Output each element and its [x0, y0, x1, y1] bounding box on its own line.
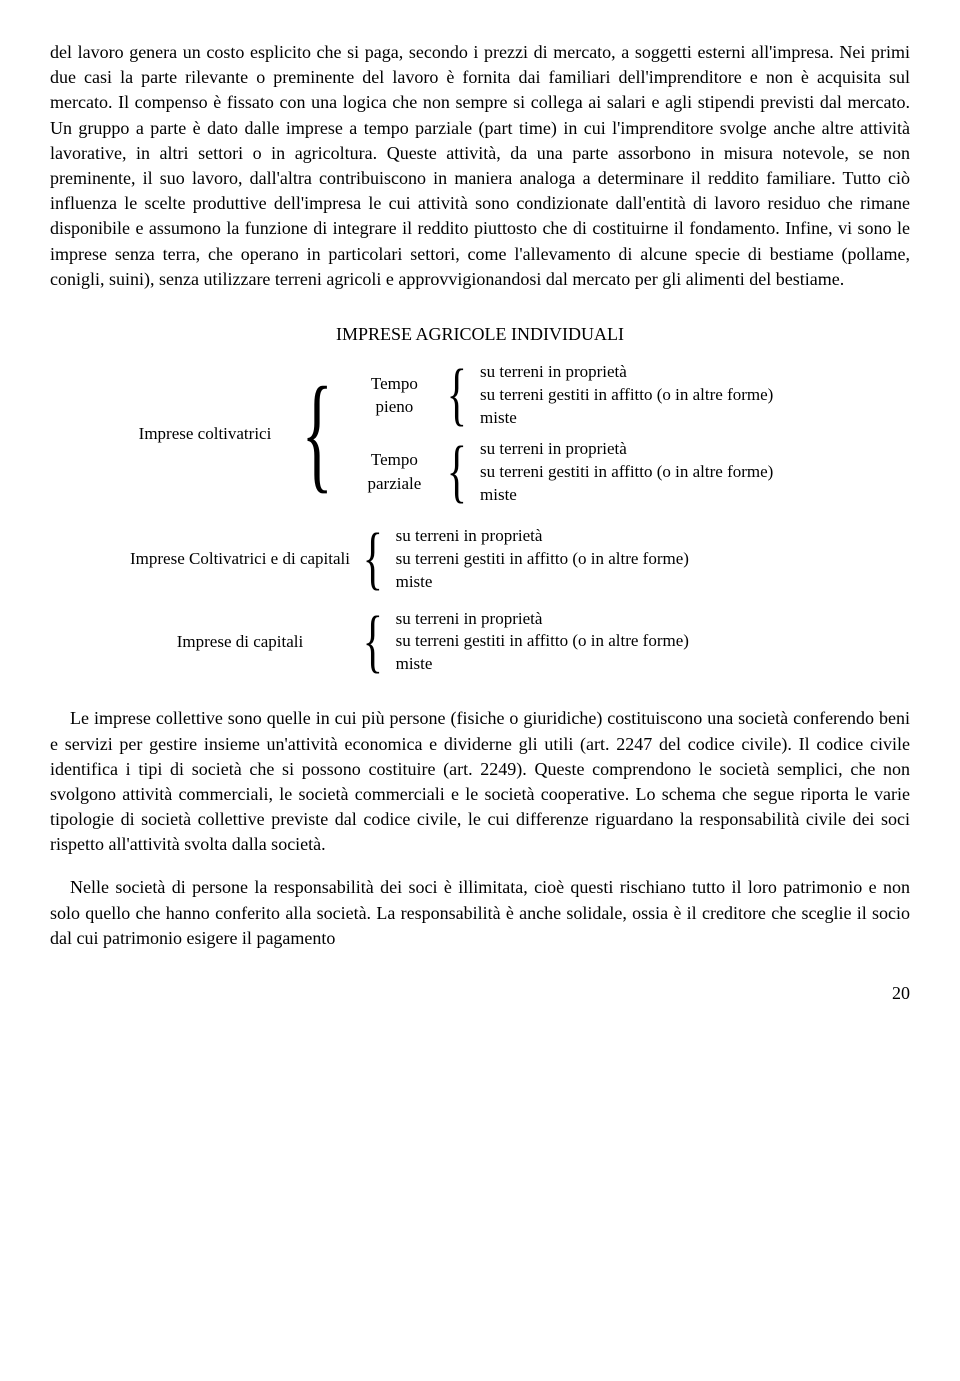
- leaf-item: miste: [480, 407, 773, 430]
- group-label-coltivatrici-capitali: Imprese Coltivatrici e di capitali: [130, 547, 350, 571]
- diagram-subrow-tempo-parziale: Tempo parziale { su terreni in proprietà…: [354, 438, 773, 507]
- sublabel-tempo-pieno: Tempo pieno: [354, 372, 434, 420]
- diagram-title: IMPRESE AGRICOLE INDIVIDUALI: [50, 322, 910, 347]
- brace-icon: {: [299, 388, 336, 479]
- leaf-item: su terreni in proprietà: [396, 608, 689, 631]
- diagram-row-coltivatrici-capitali: Imprese Coltivatrici e di capitali { su …: [130, 525, 910, 594]
- brace-icon: {: [359, 614, 386, 670]
- leaf-item: miste: [396, 653, 689, 676]
- diagram-subrow-tempo-pieno: Tempo pieno { su terreni in proprietà su…: [354, 361, 773, 430]
- leaf-item: miste: [396, 571, 689, 594]
- brace-icon: {: [359, 531, 386, 587]
- body-paragraph-2: Le imprese collettive sono quelle in cui…: [50, 706, 910, 857]
- hierarchy-diagram: Imprese coltivatrici { Tempo pieno { su …: [130, 357, 910, 676]
- body-paragraph-1: del lavoro genera un costo esplicito che…: [50, 40, 910, 292]
- body-paragraph-3: Nelle società di persone la responsabili…: [50, 875, 910, 951]
- leaf-item: su terreni gestiti in affitto (o in altr…: [396, 548, 689, 571]
- leaf-item: su terreni in proprietà: [480, 438, 773, 461]
- leaf-item: su terreni gestiti in affitto (o in altr…: [480, 384, 773, 407]
- brace-icon: {: [444, 444, 471, 500]
- leaf-item: su terreni in proprietà: [396, 525, 689, 548]
- sublabel-tempo-parziale: Tempo parziale: [354, 448, 434, 496]
- leaf-item: su terreni gestiti in affitto (o in altr…: [396, 630, 689, 653]
- leaf-item: su terreni in proprietà: [480, 361, 773, 384]
- leaf-item: miste: [480, 484, 773, 507]
- group-label-capitali: Imprese di capitali: [130, 630, 350, 654]
- leaf-item: su terreni gestiti in affitto (o in altr…: [480, 461, 773, 484]
- diagram-row-coltivatrici: Imprese coltivatrici { Tempo pieno { su …: [130, 357, 910, 511]
- page-number: 20: [50, 981, 910, 1006]
- group-label-coltivatrici: Imprese coltivatrici: [130, 422, 280, 446]
- brace-icon: {: [444, 367, 471, 423]
- diagram-row-capitali: Imprese di capitali { su terreni in prop…: [130, 608, 910, 677]
